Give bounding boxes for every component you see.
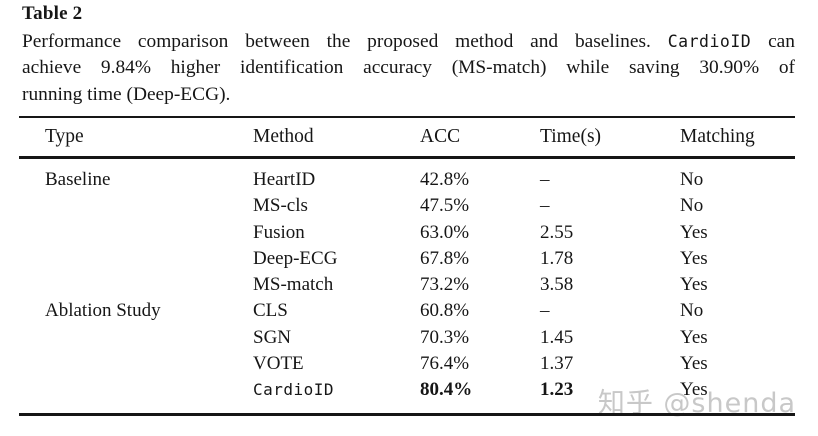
cardioid-method-name: CardioID [667, 32, 752, 51]
cell-time: 1.45 [540, 326, 574, 348]
cell-method: MS-cls [253, 195, 308, 217]
cell-matching: Yes [680, 353, 708, 375]
table-row: Deep-ECG 67.8% 1.78 Yes [19, 246, 795, 272]
col-header-time: Time(s) [540, 126, 602, 147]
caption-text-post: can [768, 31, 795, 52]
caption-text-pre: Performance comparison between the propo… [22, 31, 651, 52]
cell-matching: Yes [680, 274, 708, 296]
table-body: Baseline HeartID 42.8% – No MS-cls 47.5%… [19, 159, 795, 416]
cell-acc: 67.8% [420, 247, 470, 269]
cell-method: Deep-ECG [253, 247, 338, 269]
cell-time: 1.78 [540, 247, 574, 269]
cell-type: Ablation Study [45, 300, 161, 322]
col-header-acc: ACC [420, 126, 461, 147]
cell-time: 1.23 [540, 379, 574, 401]
caption-line-3: running time (Deep-ECG). [22, 83, 231, 105]
cell-acc: 70.3% [420, 326, 470, 348]
cell-matching: Yes [680, 221, 708, 243]
col-header-type: Type [45, 126, 84, 147]
cell-type [45, 351, 253, 377]
cell-time: 3.58 [540, 274, 574, 296]
cell-time: 2.55 [540, 221, 574, 243]
col-header-method: Method [253, 126, 314, 147]
table-header-row: Type Method ACC Time(s) Matching [19, 118, 795, 156]
cell-acc: 47.5% [420, 195, 470, 217]
cell-time: – [540, 169, 550, 190]
cell-time: – [540, 300, 550, 322]
results-table: Type Method ACC Time(s) Matching Baselin… [19, 116, 795, 416]
cell-matching: No [680, 195, 704, 217]
cell-type [45, 325, 253, 351]
cell-method: CardioID [253, 380, 335, 400]
cell-method: SGN [253, 326, 292, 348]
caption-line-1: Performance comparison between the propo… [22, 29, 795, 55]
cell-matching: Yes [680, 247, 708, 269]
cell-type [45, 220, 253, 246]
table-row: MS-match 73.2% 3.58 Yes [19, 272, 795, 298]
table-row: Fusion 63.0% 2.55 Yes [19, 220, 795, 246]
cell-type: Baseline [45, 169, 111, 190]
cell-type [45, 377, 253, 403]
table-row: VOTE 76.4% 1.37 Yes [19, 351, 795, 377]
cell-acc: 60.8% [420, 300, 470, 322]
table-row: MS-cls 47.5% – No [19, 193, 795, 219]
cell-method: HeartID [253, 169, 316, 190]
cell-method: MS-match [253, 274, 334, 296]
cell-method: Fusion [253, 221, 305, 243]
table-row-cardioid: CardioID 80.4% 1.23 Yes [19, 377, 795, 403]
table-row: Ablation Study CLS 60.8% – No [19, 298, 795, 324]
cell-acc: 73.2% [420, 274, 470, 296]
cell-matching: Yes [680, 379, 708, 401]
cell-acc: 42.8% [420, 169, 470, 190]
cell-time: 1.37 [540, 353, 574, 375]
table-caption: Performance comparison between the propo… [22, 29, 795, 108]
table-number-heading: Table 2 [22, 3, 83, 24]
cell-matching: No [680, 169, 704, 190]
cell-matching: Yes [680, 326, 708, 348]
header-divider-rule [19, 156, 795, 159]
cell-type [45, 272, 253, 298]
cell-acc: 63.0% [420, 221, 470, 243]
cell-method: VOTE [253, 353, 304, 375]
table-row: Baseline HeartID 42.8% – No [19, 167, 795, 193]
cell-time: – [540, 195, 550, 217]
cell-method: CLS [253, 300, 288, 322]
col-header-matching: Matching [680, 126, 755, 147]
cell-matching: No [680, 300, 704, 322]
cell-acc: 76.4% [420, 353, 470, 375]
cell-type [45, 246, 253, 272]
table-row: SGN 70.3% 1.45 Yes [19, 325, 795, 351]
cell-acc: 80.4% [420, 379, 473, 401]
caption-line-2: achieve 9.84% higher identification accu… [22, 57, 795, 79]
cell-type [45, 193, 253, 219]
